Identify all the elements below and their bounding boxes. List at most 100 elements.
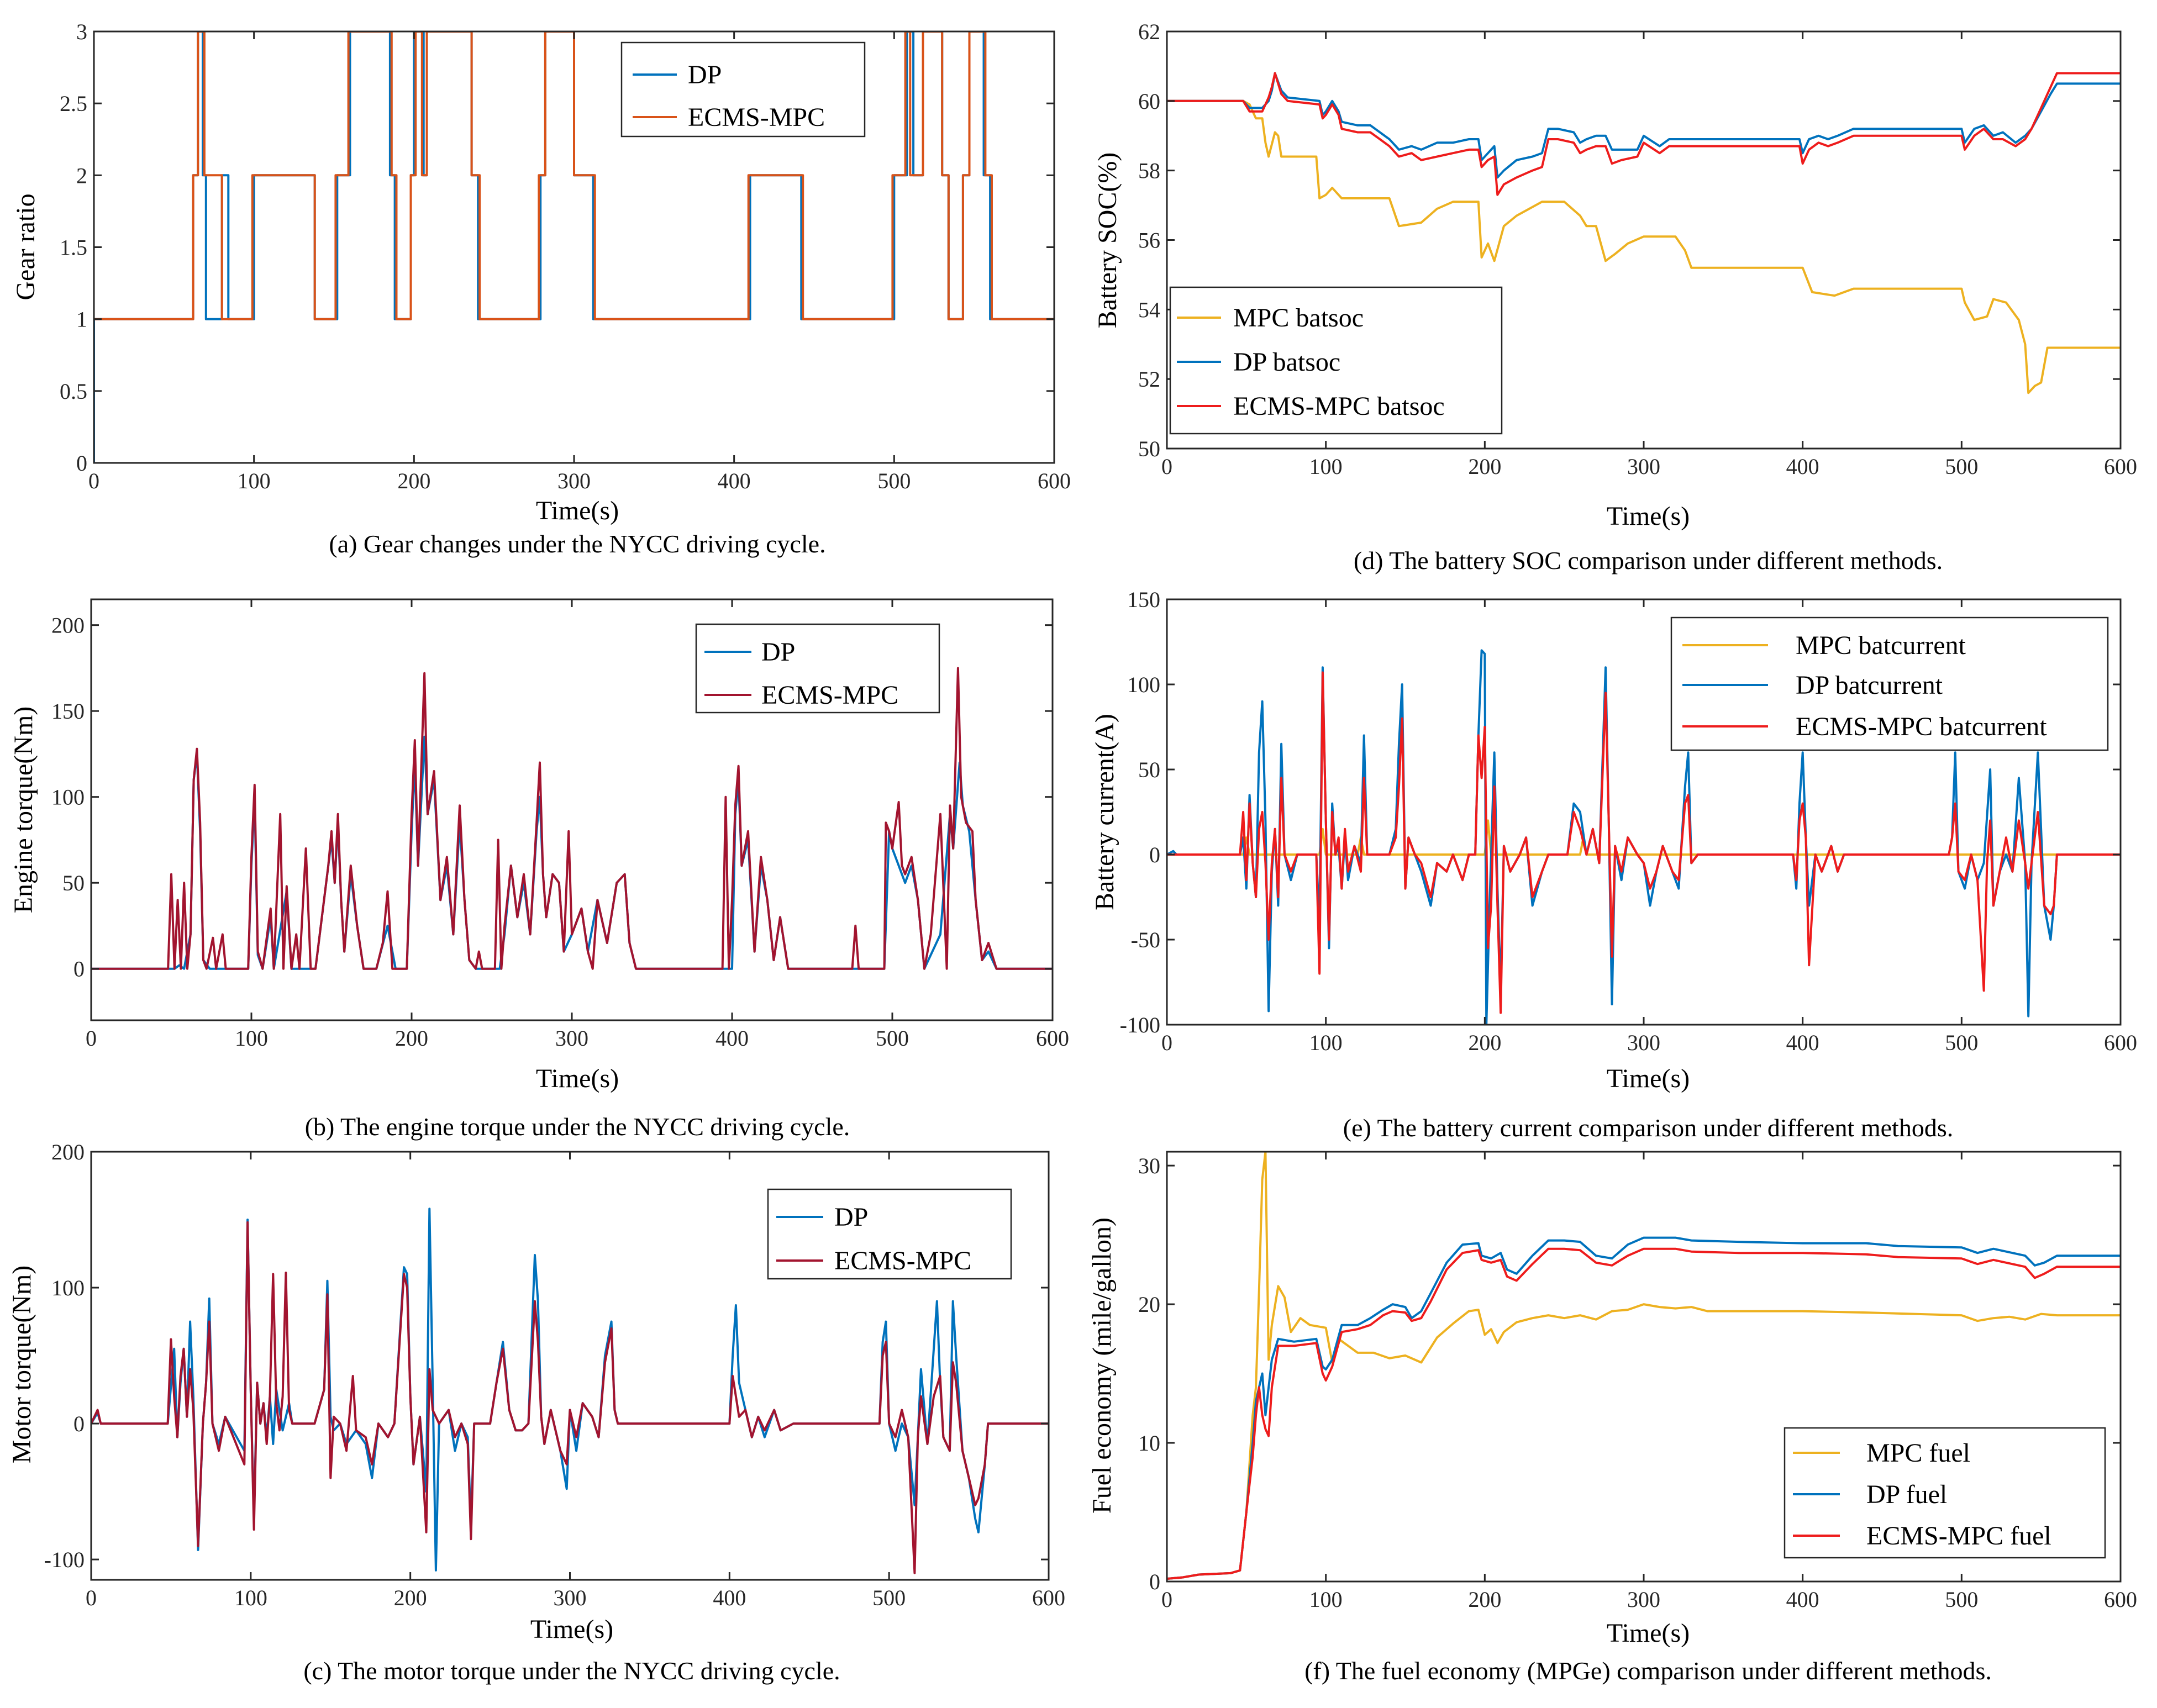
figure-caption: (c) The motor torque under the NYCC driv… [303, 1657, 840, 1685]
x-tick-label: 100 [234, 1585, 267, 1610]
y-axis-label: Engine torque(Nm) [9, 707, 38, 914]
y-tick-label: 50 [1138, 757, 1160, 782]
y-tick-label: 150 [1127, 587, 1160, 612]
series-line-e-0 [1167, 819, 2121, 856]
y-tick-label: 3 [76, 19, 87, 44]
y-axis-label: Battery SOC(%) [1093, 152, 1122, 329]
legend-box [767, 1188, 1012, 1280]
y-tick-label: 60 [1138, 89, 1160, 114]
x-tick-label: 0 [1161, 454, 1172, 479]
x-tick-label: 500 [1945, 1587, 1978, 1612]
y-tick-label: 2 [76, 163, 87, 188]
y-tick-label: 0 [73, 1411, 85, 1436]
x-tick-label: 600 [1032, 1585, 1065, 1610]
x-axis-label: Time(s) [1607, 502, 1690, 531]
legend-entry-label: DP batcurrent [1796, 671, 1943, 700]
y-tick-label: 0.5 [60, 379, 87, 404]
chart-panel-f: 0 100 200 300 400 500 600 0 10 20 30 Time(s) Fuel ec… [1087, 1151, 2137, 1685]
x-axis-label: Time(s) [1607, 1064, 1690, 1093]
series-line-f-0 [1167, 1152, 2121, 1580]
y-tick-label: -100 [44, 1547, 85, 1572]
x-tick-label: 300 [1627, 1030, 1660, 1055]
x-tick-label: 300 [554, 1585, 587, 1610]
series-line-f-1 [1167, 1236, 2121, 1580]
y-tick-label: 54 [1138, 297, 1160, 322]
legend-entry-label: ECMS-MPC [834, 1246, 971, 1275]
y-tick-label: -50 [1131, 927, 1160, 952]
y-tick-label: 20 [1138, 1292, 1160, 1317]
legend-entry-label: ECMS-MPC [761, 681, 898, 710]
x-tick-label: 300 [557, 468, 591, 493]
y-tick-label: -100 [1120, 1013, 1160, 1037]
legend: DP ECMS-MPC [767, 1188, 1012, 1280]
x-tick-label: 200 [394, 1585, 427, 1610]
y-tick-label: 30 [1138, 1153, 1160, 1178]
y-tick-label: 56 [1138, 228, 1160, 253]
x-tick-label: 600 [1038, 468, 1071, 493]
series-line-a-1 [94, 31, 1054, 320]
figure-caption: (a) Gear changes under the NYCC driving … [329, 530, 825, 558]
legend-entry-label: MPC fuel [1866, 1438, 1970, 1468]
x-tick-label: 400 [1786, 1587, 1819, 1612]
legend-entry-label: DP [761, 637, 795, 667]
legend-entry-label: MPC batsoc [1233, 303, 1364, 333]
y-axis-label: Fuel economy (mile/gallon) [1087, 1217, 1117, 1514]
x-tick-label: 500 [1945, 454, 1978, 479]
legend: MPC fuel DP fuel ECMS-MPC fuel [1784, 1427, 2106, 1559]
chart-panel-d: 0 100 200 300 400 500 600 50 52 54 56 58 60 62 Time(s)… [1093, 19, 2137, 574]
x-tick-label: 0 [1161, 1030, 1172, 1055]
y-tick-label: 1.5 [60, 235, 87, 260]
x-axis-label: Time(s) [530, 1615, 613, 1644]
legend: MPC batsoc DP batsoc ECMS-MPC batsoc [1169, 286, 1503, 435]
legend-entry-label: ECMS-MPC batsoc [1233, 392, 1445, 421]
x-tick-label: 0 [1161, 1587, 1172, 1612]
x-tick-label: 200 [397, 468, 430, 493]
y-tick-label: 50 [1138, 436, 1160, 461]
x-tick-label: 100 [1309, 454, 1343, 479]
y-tick-label: 200 [51, 613, 85, 638]
y-tick-label: 2.5 [60, 91, 87, 116]
x-tick-label: 400 [713, 1585, 746, 1610]
chart-panel-c: 0 100 200 300 400 500 600-1000100200Time(s)Mot… [7, 1140, 1065, 1685]
figure-caption: (d) The battery SOC comparison under dif… [1354, 546, 1943, 574]
y-tick-label: 200 [51, 1140, 85, 1164]
x-tick-label: 600 [2104, 1030, 2137, 1055]
x-tick-label: 100 [1309, 1587, 1343, 1612]
series-line-b-1 [91, 667, 1053, 970]
legend-box [695, 623, 940, 714]
x-tick-label: 500 [872, 1585, 906, 1610]
y-tick-label: 0 [73, 957, 85, 982]
y-axis-label: Battery current(A) [1090, 714, 1119, 910]
chart-panel-b: 0 100 200 300 400 500 600 0 50 100 150 200 Time(s) En… [9, 598, 1069, 1141]
x-tick-label: 200 [1468, 1030, 1501, 1055]
y-tick-label: 0 [1149, 842, 1160, 867]
y-tick-label: 0 [76, 451, 87, 476]
x-axis-label: Time(s) [536, 496, 619, 525]
x-tick-label: 400 [1786, 1030, 1819, 1055]
series-line-d-2 [1167, 72, 2121, 196]
figure-caption: (f) The fuel economy (MPGe) comparison u… [1304, 1657, 1992, 1685]
x-tick-label: 0 [86, 1585, 97, 1610]
legend-entry-label: DP fuel [1866, 1480, 1947, 1509]
y-tick-label: 100 [51, 1275, 85, 1300]
figure-caption: (b) The engine torque under the NYCC dri… [305, 1113, 850, 1141]
legend-entry-label: MPC batcurrent [1796, 631, 1966, 660]
y-tick-label: 10 [1138, 1431, 1160, 1456]
x-tick-label: 600 [2104, 454, 2137, 479]
x-tick-label: 200 [395, 1026, 428, 1051]
y-axis-label: Motor torque(Nm) [7, 1266, 36, 1464]
legend-entry-label: ECMS-MPC batcurrent [1796, 712, 2047, 741]
x-tick-label: 0 [88, 468, 99, 493]
chart-panel-e: 0 100 200 300 400 500 600 -100 -50 0 50 100 150 Time(… [1090, 587, 2137, 1142]
y-tick-label: 62 [1138, 19, 1160, 44]
x-tick-label: 300 [555, 1026, 588, 1051]
legend-entry-label: DP [688, 60, 722, 89]
y-tick-label: 100 [51, 785, 85, 810]
legend-entry-label: ECMS-MPC fuel [1866, 1521, 2051, 1551]
x-tick-label: 600 [1036, 1026, 1069, 1051]
legend-entry-label: DP batsoc [1233, 347, 1340, 377]
y-tick-label: 58 [1138, 159, 1160, 183]
chart-panel-a: 0 100 200 300 400 500 600 0 0.5 1 1.5 2 2.5 3 Time(s) G… [11, 19, 1071, 558]
x-tick-label: 200 [1468, 454, 1501, 479]
x-tick-label: 300 [1627, 1587, 1660, 1612]
